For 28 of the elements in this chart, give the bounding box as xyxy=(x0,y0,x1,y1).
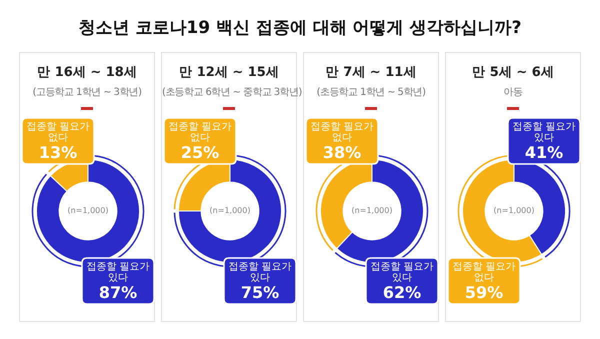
text: (n=1,000) xyxy=(494,206,534,216)
slice-label: 접종할 필요가 없다 xyxy=(26,122,90,144)
slice-label: 접종할 필요가 없다 xyxy=(452,262,516,284)
data-label: 87% xyxy=(98,283,138,302)
slice-label: 접종할 필요가 없다 xyxy=(310,122,374,144)
slice-label: 접종할 필요가 있다 xyxy=(86,262,150,284)
chart-subtitle: (고등학교 1학년 ~ 3학년) xyxy=(32,86,142,99)
slice-label: 접종할 필요가 있다 xyxy=(228,262,292,284)
data-label: 25% xyxy=(180,143,220,162)
chart-title: 만 5세 ~ 6세 xyxy=(471,64,555,81)
data-label: 59% xyxy=(464,283,504,302)
text: (n=1,000) xyxy=(68,206,108,216)
chart-subtitle: (초등학교 6학년 ~ 중학교 3학년) xyxy=(162,86,302,99)
slice-label: 접종할 필요가 없다 xyxy=(168,122,232,144)
text: 청소년 코로나19 백신 접종에 대해 어떻게 생각하십니까? xyxy=(77,17,523,40)
chart-title: 만 16세 ~ 18세 xyxy=(36,64,138,81)
data-label: 38% xyxy=(322,143,362,162)
data-label: 62% xyxy=(382,283,422,302)
chart-title: 만 7세 ~ 11세 xyxy=(324,64,418,81)
text: (n=1,000) xyxy=(352,206,392,216)
chart-subtitle: 아동 xyxy=(502,86,524,99)
slice-label: 접종할 필요가 있다 xyxy=(370,262,434,284)
data-label: 41% xyxy=(524,143,564,162)
chart-title: 만 12세 ~ 15세 xyxy=(178,64,280,81)
chart-subtitle: (초등학교 1학년 ~ 5학년) xyxy=(316,86,426,99)
slice-label: 접종할 필요가 있다 xyxy=(512,122,576,144)
data-label: 75% xyxy=(240,283,280,302)
text: (n=1,000) xyxy=(210,206,250,216)
